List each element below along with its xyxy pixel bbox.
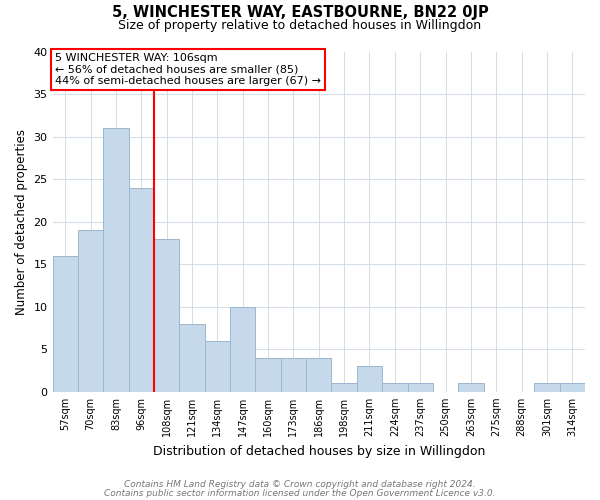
Bar (179, 324, 205, 392)
Text: Contains public sector information licensed under the Open Government Licence v3: Contains public sector information licen… (104, 488, 496, 498)
Bar (281, 358, 306, 392)
Bar (382, 384, 407, 392)
Bar (78, 230, 103, 392)
Bar (53, 256, 78, 392)
Bar (534, 384, 560, 392)
X-axis label: Distribution of detached houses by size in Willingdon: Distribution of detached houses by size … (152, 444, 485, 458)
Text: 5 WINCHESTER WAY: 106sqm
← 56% of detached houses are smaller (85)
44% of semi-d: 5 WINCHESTER WAY: 106sqm ← 56% of detach… (55, 53, 321, 86)
Bar (128, 188, 154, 392)
Bar (103, 128, 128, 392)
Bar (256, 358, 281, 392)
Text: Contains HM Land Registry data © Crown copyright and database right 2024.: Contains HM Land Registry data © Crown c… (124, 480, 476, 489)
Bar (205, 341, 230, 392)
Bar (306, 358, 331, 392)
Text: 5, WINCHESTER WAY, EASTBOURNE, BN22 0JP: 5, WINCHESTER WAY, EASTBOURNE, BN22 0JP (112, 5, 488, 20)
Y-axis label: Number of detached properties: Number of detached properties (15, 128, 28, 314)
Bar (560, 384, 585, 392)
Bar (458, 384, 484, 392)
Bar (230, 306, 256, 392)
Bar (154, 238, 179, 392)
Text: Size of property relative to detached houses in Willingdon: Size of property relative to detached ho… (118, 18, 482, 32)
Bar (407, 384, 433, 392)
Bar (331, 384, 357, 392)
Bar (357, 366, 382, 392)
